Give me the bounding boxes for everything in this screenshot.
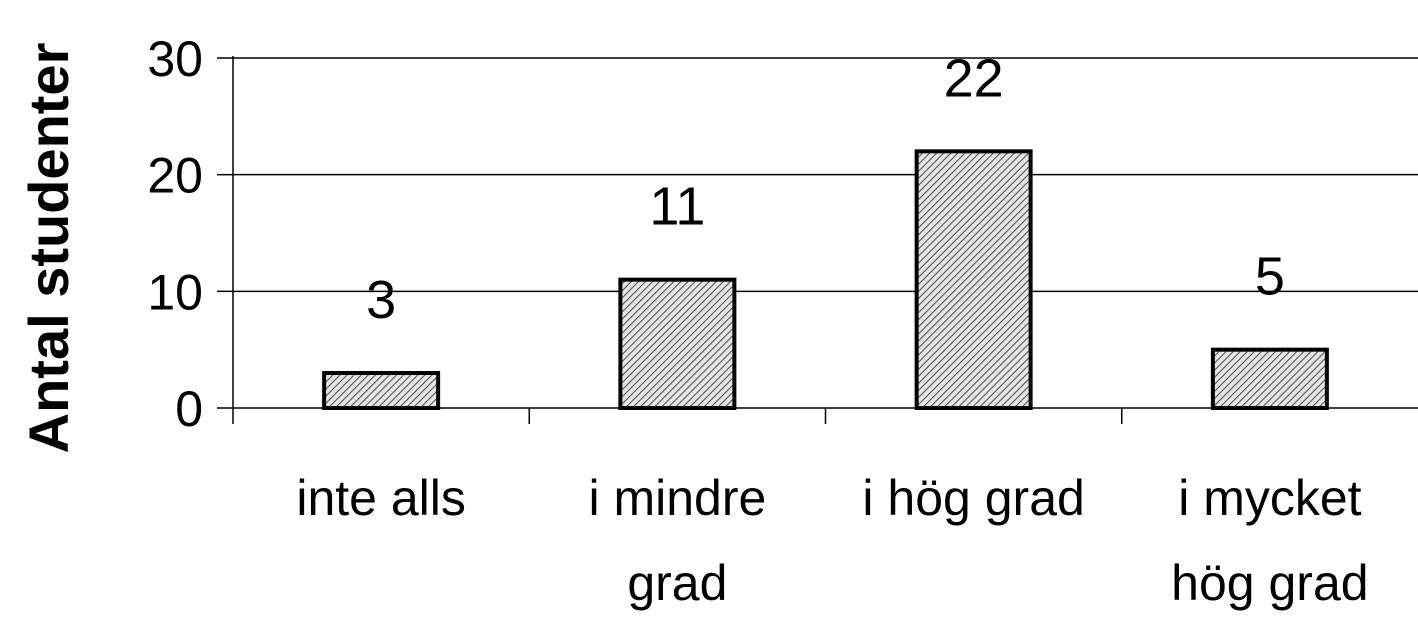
bar — [322, 371, 441, 410]
x-category-label: i mindre grad — [588, 470, 766, 611]
data-labels: 3 11 22 5 — [366, 48, 1285, 330]
axes — [232, 56, 1418, 424]
x-axis-categories: inte alls i mindre grad i hög grad i mycket h… — [296, 470, 1368, 611]
y-axis-title: Antal studenter — [17, 43, 80, 454]
data-label: 22 — [944, 48, 1004, 108]
y-tick-label: 10 — [147, 264, 203, 320]
gridlines — [233, 57, 1418, 293]
data-label: 3 — [366, 270, 396, 330]
bars — [322, 149, 1329, 410]
y-tick-label: 20 — [147, 148, 203, 204]
x-category-label: inte alls — [296, 470, 466, 526]
y-axis-ticks: 0 10 20 30 — [147, 31, 233, 437]
bar — [1210, 347, 1329, 410]
y-tick-label: 0 — [175, 381, 203, 437]
data-label: 11 — [649, 177, 705, 237]
bar — [618, 277, 737, 410]
x-category-label: i mycket hög grad — [1171, 470, 1368, 611]
bar — [914, 149, 1033, 410]
y-tick-label: 30 — [147, 31, 203, 87]
data-label: 5 — [1255, 247, 1285, 307]
x-category-label: i hög grad — [862, 470, 1084, 526]
